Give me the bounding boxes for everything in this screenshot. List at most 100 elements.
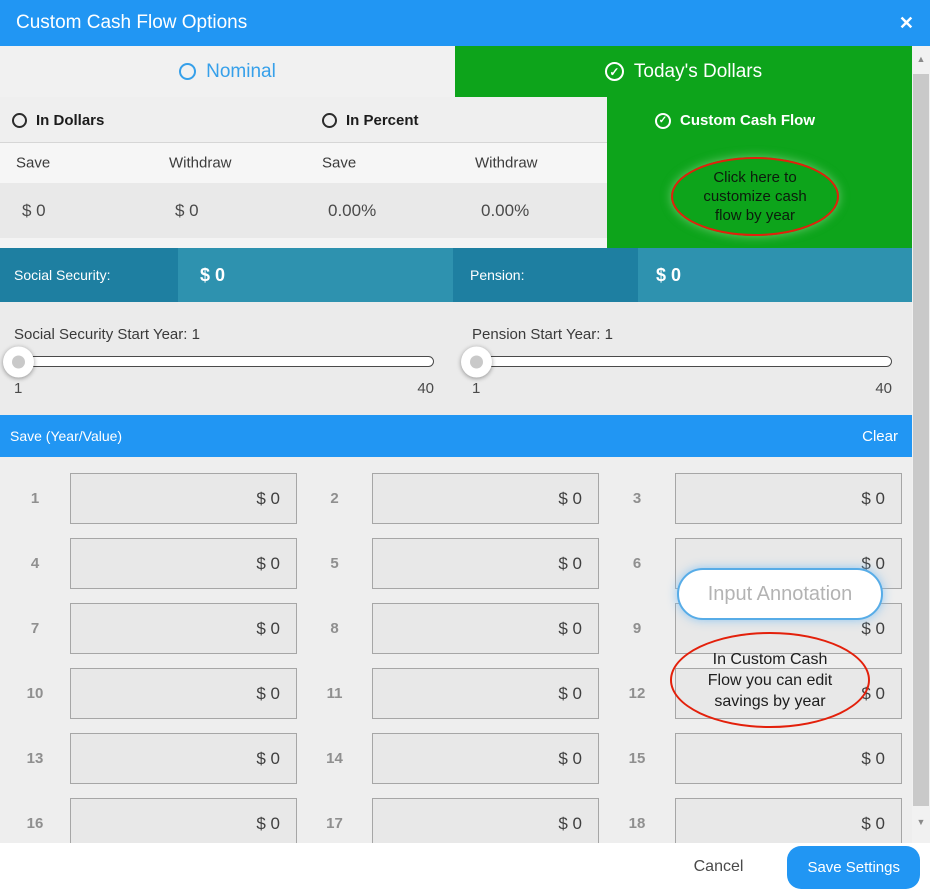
modal-header: Custom Cash Flow Options ✕ <box>0 0 930 46</box>
grid-value-input[interactable] <box>372 798 599 843</box>
grid-year-label: 18 <box>628 815 646 832</box>
grid-value-input[interactable] <box>70 798 297 843</box>
social-security-label: Social Security: <box>0 248 178 302</box>
annotation-line: In Custom Cash <box>712 650 828 668</box>
grid-value-input[interactable] <box>70 668 297 719</box>
annotation-line: flow by year <box>714 207 796 224</box>
grid-year-label: 12 <box>628 685 646 702</box>
grid-value-input[interactable] <box>372 473 599 524</box>
main-tabs: Nominal ✓ Today's Dollars <box>0 46 912 97</box>
check-circle-icon: ✓ <box>655 112 671 129</box>
check-circle-icon: ✓ <box>604 62 624 81</box>
grid-value-input[interactable] <box>70 538 297 589</box>
pension-label: Pension: <box>453 248 638 302</box>
modal-footer: Cancel Save Settings <box>0 843 930 891</box>
sliders-section: Social Security Start Year: 1 1 40 Pensi… <box>0 302 912 415</box>
grid-year-label: 10 <box>26 685 44 702</box>
grid-value-input[interactable] <box>372 733 599 784</box>
subtab-in-percent[interactable]: In Percent <box>322 97 419 143</box>
pension-slider-track[interactable] <box>461 346 892 377</box>
edit-savings-annotation: In Custom Cash Flow you can edit savings… <box>670 632 870 728</box>
dollars-save-value[interactable]: $ 0 <box>22 200 46 220</box>
social-security-slider-thumb[interactable] <box>3 346 34 377</box>
grid-year-label: 1 <box>30 490 40 507</box>
grid-cell <box>372 733 599 784</box>
percent-save-value[interactable]: 0.00% <box>328 200 377 220</box>
social-security-slider-track[interactable] <box>3 346 434 377</box>
grid-cell <box>70 733 297 784</box>
grid-year-label: 5 <box>330 555 339 572</box>
tab-todays-dollars[interactable]: ✓ Today's Dollars <box>455 46 912 97</box>
scrollbar-thumb[interactable] <box>913 74 929 806</box>
subtab-custom-cash-flow[interactable]: ✓ Custom Cash Flow Click here to customi… <box>607 97 912 248</box>
annotation-line: customize cash <box>703 188 807 205</box>
grid-value-input[interactable] <box>70 603 297 654</box>
grid-cell <box>372 668 599 719</box>
spacer-row <box>0 238 912 248</box>
grid-year-label: 6 <box>632 555 642 572</box>
grid-year-label: 17 <box>326 815 343 832</box>
grid-cell <box>675 733 902 784</box>
grid-cell <box>70 473 297 524</box>
social-security-slider-block: Social Security Start Year: 1 1 40 <box>3 302 434 415</box>
grid-cell <box>70 798 297 843</box>
tab-nominal[interactable]: Nominal <box>0 46 455 97</box>
grid-year-label: 7 <box>30 620 40 637</box>
pension-value[interactable]: $ 0 <box>638 248 912 302</box>
percent-withdraw-value[interactable]: 0.00% <box>481 200 530 220</box>
slider-min-label: 1 <box>14 380 23 397</box>
percent-withdraw-header: Withdraw <box>475 154 538 172</box>
pension-slider-label: Pension Start Year: 1 <box>472 326 613 343</box>
grid-year-label: 14 <box>326 750 343 767</box>
slider-min-label: 1 <box>472 380 481 397</box>
grid-value-input[interactable] <box>372 603 599 654</box>
grid-value-input[interactable] <box>70 473 297 524</box>
grid-cell <box>675 473 902 524</box>
pension-slider-block: Pension Start Year: 1 1 40 <box>461 302 892 415</box>
grid-cell <box>372 603 599 654</box>
close-icon[interactable]: ✕ <box>898 13 914 33</box>
pension-slider-thumb[interactable] <box>461 346 492 377</box>
social-security-value[interactable]: $ 0 <box>178 248 453 302</box>
scroll-down-icon[interactable]: ▼ <box>916 817 926 827</box>
slider-max-label: 40 <box>417 380 434 397</box>
scroll-up-icon[interactable]: ▲ <box>916 54 926 64</box>
grid-year-label: 2 <box>330 490 339 507</box>
grid-cell <box>372 473 599 524</box>
subtab-in-dollars-label: In Dollars <box>36 111 105 129</box>
grid-cell <box>70 668 297 719</box>
click-here-annotation: Click here to customize cash flow by yea… <box>671 157 839 236</box>
slider-thumb-dot <box>470 355 483 368</box>
save-settings-button[interactable]: Save Settings <box>787 845 920 889</box>
grid-value-input[interactable] <box>372 538 599 589</box>
save-year-value-title: Save (Year/Value) <box>10 428 123 444</box>
grid-value-input[interactable] <box>675 473 902 524</box>
dollars-withdraw-value[interactable]: $ 0 <box>175 200 199 220</box>
subtab-in-dollars[interactable]: In Dollars <box>12 97 104 143</box>
social-security-slider-label: Social Security Start Year: 1 <box>14 326 200 343</box>
radio-unchecked-icon <box>179 63 197 80</box>
custom-cash-flow-label: Custom Cash Flow <box>680 112 816 129</box>
grid-cell <box>372 538 599 589</box>
tab-todays-dollars-label: Today's Dollars <box>633 60 763 82</box>
grid-cell <box>372 798 599 843</box>
grid-value-input[interactable] <box>675 798 902 843</box>
radio-unchecked-icon <box>12 112 27 128</box>
grid-value-input[interactable] <box>675 733 902 784</box>
income-row: Social Security: $ 0 Pension: $ 0 <box>0 248 912 302</box>
input-annotation-button[interactable]: Input Annotation <box>677 568 883 620</box>
grid-cell <box>70 603 297 654</box>
cancel-button[interactable]: Cancel <box>693 858 744 875</box>
grid-value-input[interactable] <box>372 668 599 719</box>
clear-button[interactable]: Clear <box>862 427 898 445</box>
grid-cell <box>70 538 297 589</box>
subtab-in-percent-label: In Percent <box>346 111 419 129</box>
grid-year-label: 16 <box>26 815 44 832</box>
custom-cash-flow-header: ✓ Custom Cash Flow <box>655 112 815 129</box>
grid-value-input[interactable] <box>70 733 297 784</box>
grid-year-label: 13 <box>26 750 44 767</box>
vertical-scrollbar[interactable]: ▲ ▼ <box>912 46 930 843</box>
tab-nominal-label: Nominal <box>206 60 276 82</box>
grid-year-label: 11 <box>326 685 343 702</box>
modal-title: Custom Cash Flow Options <box>16 12 248 33</box>
